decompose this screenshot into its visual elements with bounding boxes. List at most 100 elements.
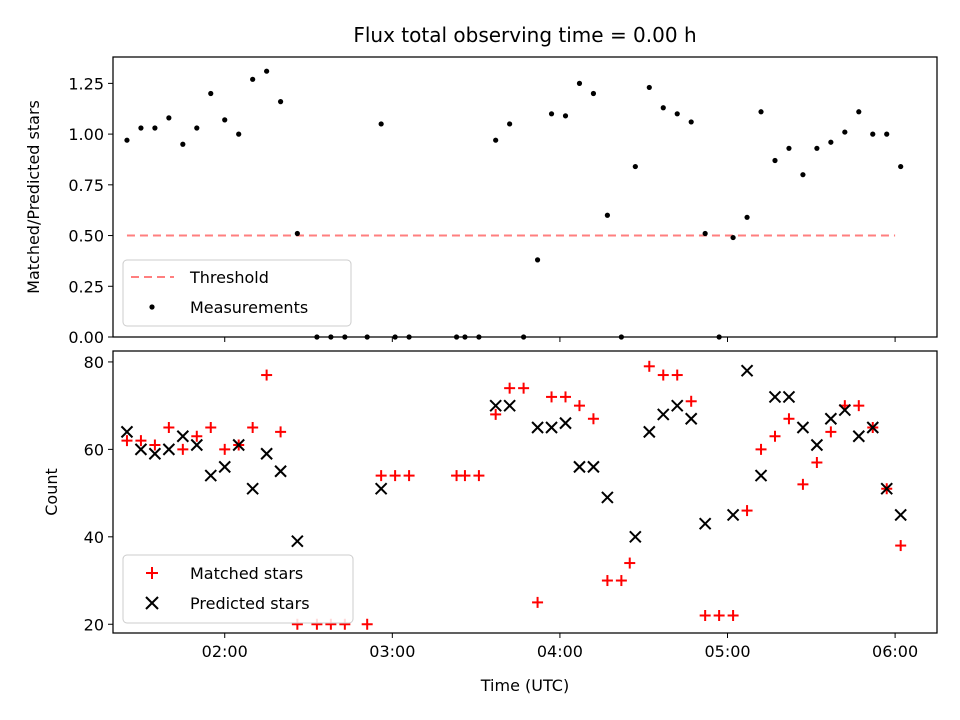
measurement-point bbox=[646, 84, 652, 91]
matched-star-point bbox=[643, 360, 655, 372]
matched-star-point bbox=[825, 426, 837, 438]
matched-star-point bbox=[389, 470, 401, 482]
bottom-y-tick-label: 60 bbox=[84, 440, 104, 459]
matched-star-point bbox=[755, 443, 767, 455]
measurement-point bbox=[590, 90, 597, 97]
predicted-star-point bbox=[374, 482, 388, 495]
x-tick-label: 03:00 bbox=[369, 642, 415, 661]
top-plot-layer: 0.00 0.25 0.50 0.75 1.00 1.25 bbox=[68, 68, 904, 347]
predicted-star-point bbox=[503, 399, 516, 412]
matched-star-point bbox=[149, 439, 161, 451]
matched-star-point bbox=[121, 435, 133, 447]
chart-title: Flux total observing time = 0.00 h bbox=[353, 23, 696, 47]
predicted-star-point bbox=[545, 421, 558, 434]
legend-measurements-label: Measurements bbox=[190, 298, 308, 317]
measurement-point bbox=[814, 145, 820, 151]
predicted-star-point bbox=[246, 482, 259, 495]
measurement-point bbox=[604, 212, 611, 218]
top-y-tick-label: 0.00 bbox=[68, 328, 104, 347]
predicted-star-point bbox=[291, 534, 304, 548]
predicted-star-point bbox=[601, 491, 614, 504]
matched-star-point bbox=[727, 610, 739, 622]
x-tick-label: 04:00 bbox=[537, 642, 583, 661]
measurement-point bbox=[294, 230, 300, 237]
matched-star-point bbox=[473, 470, 485, 482]
measurement-point bbox=[828, 139, 834, 145]
matched-star-point bbox=[163, 422, 175, 434]
measurement-point bbox=[898, 163, 904, 170]
matched-star-point bbox=[275, 426, 287, 438]
matched-star-point bbox=[135, 435, 147, 447]
top-legend-box bbox=[122, 259, 352, 327]
measurement-point bbox=[674, 111, 680, 117]
predicted-star-point bbox=[190, 438, 204, 452]
measurement-point bbox=[786, 145, 792, 151]
measurement-point bbox=[507, 121, 513, 127]
matched-star-point bbox=[375, 470, 387, 482]
matched-star-point bbox=[769, 430, 781, 442]
top-panel: Flux total observing time = 0.00 h Match… bbox=[24, 23, 938, 347]
predicted-star-point bbox=[148, 447, 162, 460]
matched-star-point bbox=[699, 610, 711, 622]
matched-star-point bbox=[247, 422, 259, 434]
bottom-legend: Matched stars Predicted stars bbox=[122, 554, 354, 624]
top-y-tick-label: 1.25 bbox=[68, 74, 104, 93]
top-legend: Threshold Measurements bbox=[122, 259, 352, 327]
matched-star-point bbox=[546, 391, 558, 403]
measurement-point bbox=[180, 141, 186, 147]
legend-predicted-stars-label: Predicted stars bbox=[190, 594, 310, 613]
matched-star-point bbox=[532, 596, 544, 608]
x-tick-label: 05:00 bbox=[704, 642, 750, 661]
bottom-legend-box bbox=[122, 554, 354, 624]
measurement-point bbox=[702, 230, 708, 237]
bottom-panel: Count Time (UTC) 20 40 60 80 02:00 03:00 04:00… bbox=[42, 350, 938, 695]
measurement-point bbox=[194, 125, 200, 131]
measurement-point bbox=[250, 76, 256, 82]
predicted-star-point bbox=[218, 460, 231, 474]
measurement-point bbox=[800, 172, 806, 178]
matched-star-point bbox=[459, 470, 471, 482]
predicted-star-point bbox=[162, 443, 176, 456]
predicted-stars-legend-swatch bbox=[145, 596, 159, 610]
measurement-point bbox=[534, 257, 541, 263]
matched-star-point bbox=[601, 575, 613, 587]
measurement-point bbox=[236, 131, 242, 137]
predicted-star-point bbox=[232, 438, 245, 452]
top-y-axis-label: Matched/Predicted stars bbox=[24, 100, 43, 294]
predicted-star-point bbox=[274, 465, 287, 478]
bottom-axes-frame bbox=[112, 350, 938, 634]
measurements-legend-swatch bbox=[149, 304, 155, 310]
matched-star-point bbox=[573, 400, 585, 412]
legend-matched-stars-label: Matched stars bbox=[190, 564, 303, 583]
matched-star-point bbox=[560, 391, 572, 403]
bottom-y-tick-label: 40 bbox=[84, 528, 104, 547]
predicted-star-point bbox=[838, 403, 852, 417]
matched-star-point bbox=[490, 408, 502, 420]
measurement-point bbox=[576, 80, 583, 86]
matched-star-point bbox=[783, 413, 795, 425]
predicted-star-point bbox=[796, 421, 810, 434]
measurement-point bbox=[562, 113, 569, 119]
bottom-y-axis-label: Count bbox=[42, 468, 61, 516]
matched-star-point bbox=[504, 382, 516, 394]
matched-star-point bbox=[895, 540, 907, 552]
predicted-star-point bbox=[754, 469, 768, 482]
matched-star-point bbox=[361, 618, 373, 630]
top-y-tick-label: 0.50 bbox=[68, 227, 104, 246]
measurement-point bbox=[277, 99, 284, 105]
matched-star-point bbox=[587, 413, 599, 425]
matched-star-point bbox=[671, 369, 683, 381]
measurement-point bbox=[208, 90, 214, 97]
matched-star-point bbox=[177, 443, 189, 455]
measurement-point bbox=[730, 234, 736, 241]
top-y-tick-label: 0.25 bbox=[68, 277, 104, 296]
predicted-star-point bbox=[629, 530, 642, 544]
measurement-point bbox=[688, 119, 694, 125]
predicted-star-point bbox=[698, 517, 712, 530]
predicted-star-point bbox=[531, 421, 544, 434]
matched-star-point bbox=[205, 422, 217, 434]
matched-star-point bbox=[741, 505, 753, 517]
matched-star-point bbox=[191, 430, 203, 442]
measurement-point bbox=[632, 163, 638, 170]
x-axis-label: Time (UTC) bbox=[480, 676, 569, 695]
